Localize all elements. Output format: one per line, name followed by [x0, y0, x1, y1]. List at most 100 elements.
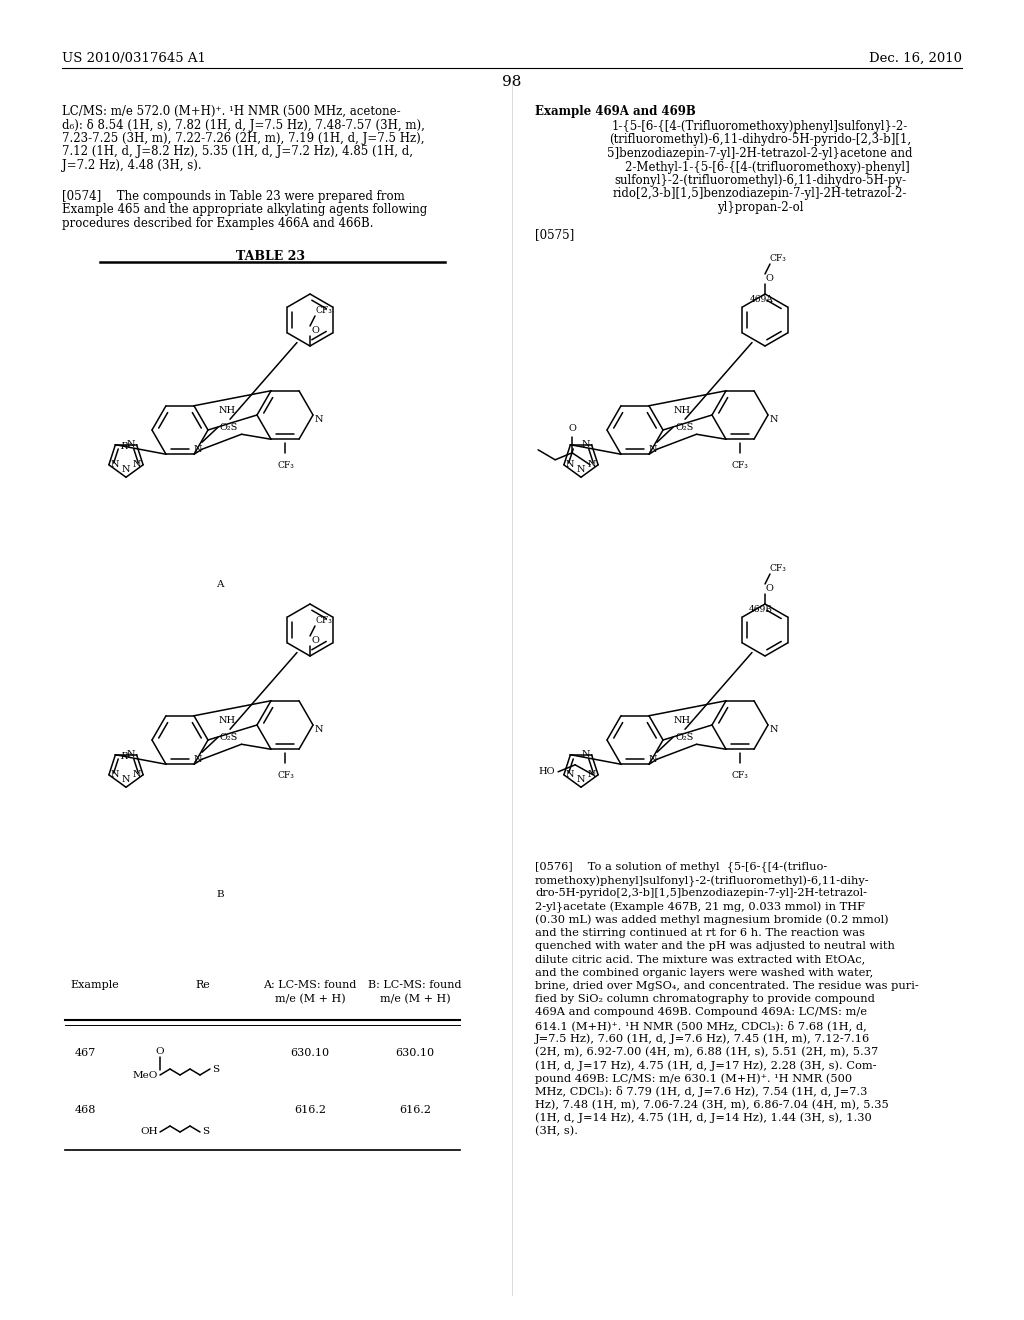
- Text: O₂S: O₂S: [675, 422, 693, 432]
- Text: CF₃: CF₃: [278, 771, 294, 780]
- Text: 469A: 469A: [750, 294, 773, 304]
- Text: Hz), 7.48 (1H, m), 7.06-7.24 (3H, m), 6.86-7.04 (4H, m), 5.35: Hz), 7.48 (1H, m), 7.06-7.24 (3H, m), 6.…: [535, 1100, 889, 1110]
- Text: (1H, d, J=14 Hz), 4.75 (1H, d, J=14 Hz), 1.44 (3H, s), 1.30: (1H, d, J=14 Hz), 4.75 (1H, d, J=14 Hz),…: [535, 1113, 871, 1123]
- Text: [0575]: [0575]: [535, 228, 574, 242]
- Text: US 2010/0317645 A1: US 2010/0317645 A1: [62, 51, 206, 65]
- Text: sulfonyl}-2-(trifluoromethyl)-6,11-dihydro-5H-py-: sulfonyl}-2-(trifluoromethyl)-6,11-dihyd…: [614, 174, 906, 187]
- Text: N: N: [649, 755, 657, 764]
- Text: NH: NH: [219, 717, 237, 725]
- Text: Example 465 and the appropriate alkylating agents following: Example 465 and the appropriate alkylati…: [62, 203, 427, 216]
- Text: Example: Example: [70, 979, 119, 990]
- Text: m/e (M + H): m/e (M + H): [380, 994, 451, 1005]
- Text: N: N: [588, 461, 596, 470]
- Text: O: O: [156, 1047, 164, 1056]
- Text: OH: OH: [140, 1127, 158, 1137]
- Text: A: LC-MS: found: A: LC-MS: found: [263, 979, 356, 990]
- Text: dilute citric acid. The mixture was extracted with EtOAc,: dilute citric acid. The mixture was extr…: [535, 954, 865, 965]
- Text: N: N: [126, 750, 134, 759]
- Text: [0574]  The compounds in Table 23 were prepared from: [0574] The compounds in Table 23 were pr…: [62, 190, 404, 203]
- Text: A: A: [216, 579, 224, 589]
- Text: Dec. 16, 2010: Dec. 16, 2010: [869, 51, 962, 65]
- Text: procedures described for Examples 466A and 466B.: procedures described for Examples 466A a…: [62, 216, 374, 230]
- Text: O: O: [766, 275, 774, 282]
- Text: 616.2: 616.2: [399, 1105, 431, 1115]
- Text: O: O: [311, 636, 318, 645]
- Text: romethoxy)phenyl]sulfonyl}-2-(trifluoromethyl)-6,11-dihy-: romethoxy)phenyl]sulfonyl}-2-(trifluorom…: [535, 875, 869, 887]
- Text: J=7.2 Hz), 4.48 (3H, s).: J=7.2 Hz), 4.48 (3H, s).: [62, 158, 202, 172]
- Text: m/e (M + H): m/e (M + H): [274, 994, 345, 1005]
- Text: Rᵉ: Rᵉ: [121, 442, 131, 451]
- Text: CF₃: CF₃: [315, 306, 332, 315]
- Text: brine, dried over MgSO₄, and concentrated. The residue was puri-: brine, dried over MgSO₄, and concentrate…: [535, 981, 919, 991]
- Text: CF₃: CF₃: [278, 461, 294, 470]
- Text: N: N: [581, 440, 590, 449]
- Text: N: N: [649, 445, 657, 454]
- Text: pound 469B: LC/MS: m/e 630.1 (M+H)⁺. ¹H NMR (500: pound 469B: LC/MS: m/e 630.1 (M+H)⁺. ¹H …: [535, 1073, 852, 1084]
- Text: HO: HO: [539, 767, 555, 776]
- Text: N: N: [133, 461, 141, 470]
- Text: NH: NH: [674, 717, 691, 725]
- Text: CF₃: CF₃: [770, 253, 786, 263]
- Text: N: N: [126, 440, 134, 449]
- Text: B: B: [216, 890, 224, 899]
- Text: 2-Methyl-1-{5-[6-{[4-(trifluoromethoxy)-phenyl]: 2-Methyl-1-{5-[6-{[4-(trifluoromethoxy)-…: [610, 161, 910, 173]
- Text: Example 469A and 469B: Example 469A and 469B: [535, 106, 695, 117]
- Text: S: S: [212, 1064, 219, 1073]
- Text: N: N: [315, 416, 324, 425]
- Text: CF₃: CF₃: [315, 616, 332, 624]
- Text: (0.30 mL) was added methyl magnesium bromide (0.2 mmol): (0.30 mL) was added methyl magnesium bro…: [535, 915, 889, 925]
- Text: Re: Re: [195, 979, 210, 990]
- Text: O₂S: O₂S: [220, 733, 239, 742]
- Text: N: N: [577, 775, 586, 784]
- Text: O: O: [568, 424, 577, 433]
- Text: (trifluoromethyl)-6,11-dihydro-5H-pyrido-[2,3-b][1,: (trifluoromethyl)-6,11-dihydro-5H-pyrido…: [609, 133, 911, 147]
- Text: N: N: [194, 755, 203, 764]
- Text: N: N: [111, 771, 120, 779]
- Text: O: O: [766, 583, 774, 593]
- Text: 467: 467: [75, 1048, 96, 1059]
- Text: CF₃: CF₃: [732, 771, 749, 780]
- Text: (2H, m), 6.92-7.00 (4H, m), 6.88 (1H, s), 5.51 (2H, m), 5.37: (2H, m), 6.92-7.00 (4H, m), 6.88 (1H, s)…: [535, 1047, 879, 1057]
- Text: 630.10: 630.10: [291, 1048, 330, 1059]
- Text: Rᵉ: Rᵉ: [121, 752, 131, 762]
- Text: NH: NH: [674, 407, 691, 416]
- Text: 469B: 469B: [750, 605, 773, 614]
- Text: N: N: [566, 461, 574, 470]
- Text: 2-yl}acetate (Example 467B, 21 mg, 0.033 mmol) in THF: 2-yl}acetate (Example 467B, 21 mg, 0.033…: [535, 902, 865, 913]
- Text: (1H, d, J=17 Hz), 4.75 (1H, d, J=17 Hz), 2.28 (3H, s). Com-: (1H, d, J=17 Hz), 4.75 (1H, d, J=17 Hz),…: [535, 1060, 877, 1071]
- Text: 98: 98: [503, 75, 521, 88]
- Text: 630.10: 630.10: [395, 1048, 434, 1059]
- Text: N: N: [133, 771, 141, 779]
- Text: N: N: [315, 726, 324, 734]
- Text: B: LC-MS: found: B: LC-MS: found: [369, 979, 462, 990]
- Text: O: O: [311, 326, 318, 335]
- Text: N: N: [588, 771, 596, 779]
- Text: N: N: [581, 750, 590, 759]
- Text: 614.1 (M+H)⁺. ¹H NMR (500 MHz, CDCl₃): δ 7.68 (1H, d,: 614.1 (M+H)⁺. ¹H NMR (500 MHz, CDCl₃): δ…: [535, 1020, 866, 1031]
- Text: 7.23-7.25 (3H, m), 7.22-7.26 (2H, m), 7.19 (1H, d, J=7.5 Hz),: 7.23-7.25 (3H, m), 7.22-7.26 (2H, m), 7.…: [62, 132, 425, 145]
- Text: J=7.5 Hz), 7.60 (1H, d, J=7.6 Hz), 7.45 (1H, m), 7.12-7.16: J=7.5 Hz), 7.60 (1H, d, J=7.6 Hz), 7.45 …: [535, 1034, 870, 1044]
- Text: S: S: [202, 1127, 209, 1137]
- Text: yl}propan-2-ol: yl}propan-2-ol: [717, 201, 803, 214]
- Text: TABLE 23: TABLE 23: [236, 249, 304, 263]
- Text: 616.2: 616.2: [294, 1105, 326, 1115]
- Text: N: N: [577, 465, 586, 474]
- Text: N: N: [770, 726, 778, 734]
- Text: N: N: [111, 461, 120, 470]
- Text: CF₃: CF₃: [732, 461, 749, 470]
- Text: 1-{5-[6-{[4-(Trifluoromethoxy)phenyl]sulfonyl}-2-: 1-{5-[6-{[4-(Trifluoromethoxy)phenyl]sul…: [612, 120, 908, 133]
- Text: and the stirring continued at rt for 6 h. The reaction was: and the stirring continued at rt for 6 h…: [535, 928, 865, 939]
- Text: CF₃: CF₃: [770, 564, 786, 573]
- Text: and the combined organic layers were washed with water,: and the combined organic layers were was…: [535, 968, 873, 978]
- Text: (3H, s).: (3H, s).: [535, 1126, 578, 1137]
- Text: quenched with water and the pH was adjusted to neutral with: quenched with water and the pH was adjus…: [535, 941, 895, 952]
- Text: d₆): δ 8.54 (1H, s), 7.82 (1H, d, J=7.5 Hz), 7.48-7.57 (3H, m),: d₆): δ 8.54 (1H, s), 7.82 (1H, d, J=7.5 …: [62, 119, 425, 132]
- Text: O₂S: O₂S: [220, 422, 239, 432]
- Text: NH: NH: [219, 407, 237, 416]
- Text: N: N: [122, 775, 130, 784]
- Text: rido[2,3-b][1,5]benzodiazepin-7-yl]-2H-tetrazol-2-: rido[2,3-b][1,5]benzodiazepin-7-yl]-2H-t…: [612, 187, 907, 201]
- Text: MeO: MeO: [133, 1071, 158, 1080]
- Text: O₂S: O₂S: [675, 733, 693, 742]
- Text: 468: 468: [75, 1105, 96, 1115]
- Text: N: N: [770, 416, 778, 425]
